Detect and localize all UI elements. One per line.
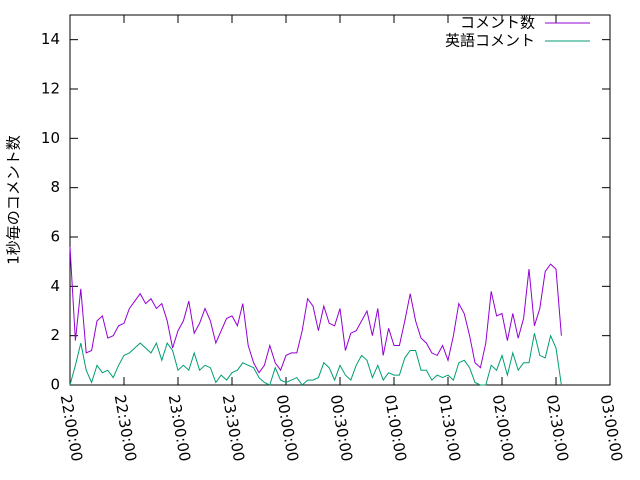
x-tick-label: 00:30:00 [327,393,356,462]
x-tick-label: 22:30:00 [111,393,140,462]
plot-frame [69,14,611,386]
y-tick-label: 4 [50,277,60,295]
x-tick-label: 03:00:00 [597,393,626,462]
x-tick-label: 22:00:00 [57,393,86,462]
x-tick-label: 02:30:00 [543,393,572,462]
y-axis-label: 1秒毎のコメント数 [5,135,23,265]
legend-label: コメント数 [460,14,535,32]
data-line [69,333,562,386]
x-tick-label: 23:30:00 [219,393,248,462]
y-tick-label: 0 [50,376,60,394]
y-tick-label: 8 [50,178,60,196]
y-tick-label: 2 [50,326,60,344]
y-tick-label: 6 [50,228,60,246]
x-tick-label: 00:00:00 [273,393,302,462]
x-tick-label: 01:00:00 [381,393,410,462]
y-tick-label: 14 [41,30,60,48]
x-tick-label: 02:00:00 [489,393,518,462]
x-tick-label: 01:30:00 [435,393,464,462]
y-tick-label: 10 [41,129,60,147]
legend-label: 英語コメント [445,32,535,50]
data-line [69,246,562,374]
x-tick-label: 23:00:00 [165,393,194,462]
y-tick-label: 12 [41,80,60,98]
